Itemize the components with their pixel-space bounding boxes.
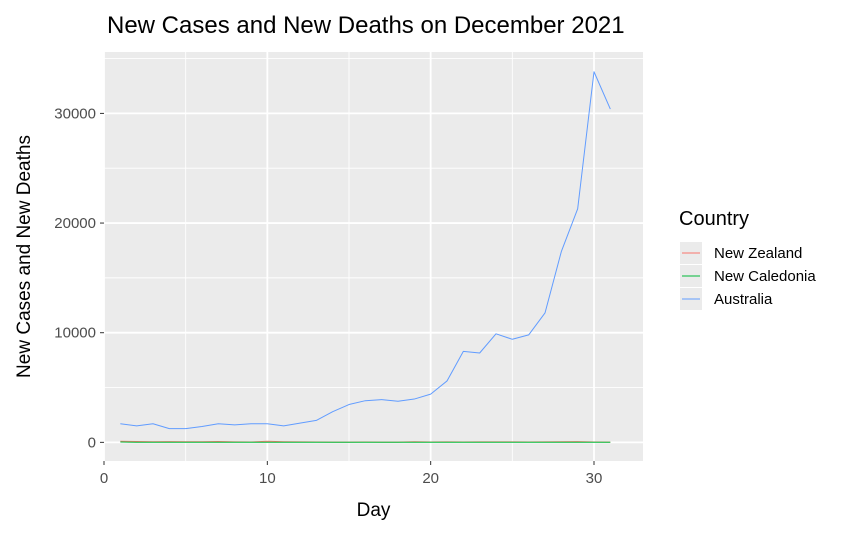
legend-item-new-zealand: New Zealand — [680, 242, 802, 264]
y-axis-title: New Cases and New Deaths — [14, 135, 35, 378]
y-tick-label: 0 — [88, 434, 96, 451]
x-tick-label: 10 — [259, 470, 276, 487]
legend-item-australia: Australia — [680, 288, 773, 310]
x-axis-title: Day — [357, 500, 391, 521]
plot-panel — [104, 52, 643, 461]
series-lines — [120, 71, 611, 443]
legend-label: New Zealand — [714, 245, 802, 262]
legend-items: New Zealand New Caledonia Australia — [680, 242, 816, 310]
legend-label: Australia — [714, 291, 773, 308]
x-tick-label: 30 — [586, 470, 603, 487]
chart-title: New Cases and New Deaths on December 202… — [107, 12, 625, 39]
y-tick-label: 20000 — [54, 215, 96, 232]
y-axis-ticks: 0 10000 20000 30000 — [54, 105, 104, 451]
legend-label: New Caledonia — [714, 268, 816, 285]
legend-title: Country — [679, 208, 749, 230]
legend: Country New Zealand New Caledonia Australi… — [679, 208, 816, 310]
legend-item-new-caledonia: New Caledonia — [680, 265, 816, 287]
y-tick-label: 30000 — [54, 105, 96, 122]
y-tick-label: 10000 — [54, 325, 96, 342]
x-tick-label: 20 — [422, 470, 439, 487]
series-line-australia — [120, 71, 611, 430]
minor-gridlines — [104, 52, 643, 461]
x-axis-ticks: 0 10 20 30 — [100, 461, 603, 487]
x-tick-label: 0 — [100, 470, 108, 487]
